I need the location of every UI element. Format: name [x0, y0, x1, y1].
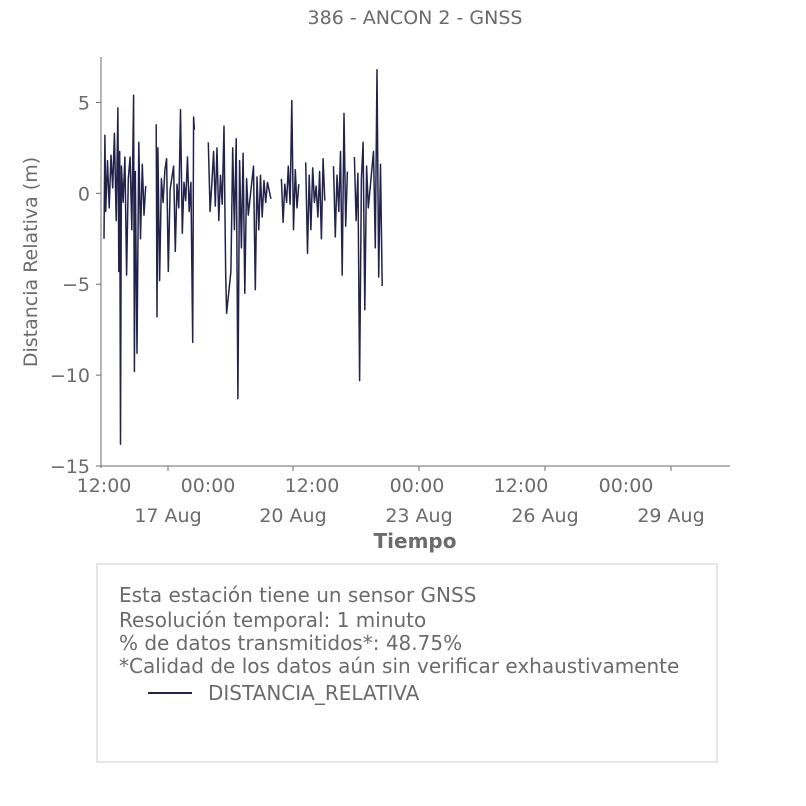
legend-series-label: DISTANCIA_RELATIVA	[208, 681, 420, 705]
y-tick-label: −15	[50, 456, 90, 478]
x-tick-label-time: 12:00	[77, 475, 132, 497]
x-tick-label-date: 26 Aug	[511, 505, 578, 527]
legend-info-resolution: Resolución temporal: 1 minuto	[119, 608, 427, 632]
x-axis-label: Tiempo	[374, 529, 457, 553]
x-ticks: 12:00 00:00 12:00 00:00 12:00 00:00 17 Aug 20 A…	[77, 466, 705, 527]
legend-line-swatch	[148, 692, 192, 694]
y-tick-label: 0	[78, 183, 90, 205]
legend-info-percentage: % de datos transmitidos*: 48.75%	[119, 631, 463, 655]
x-tick-label-time: 12:00	[285, 475, 340, 497]
y-tick-label: 5	[78, 92, 90, 114]
legend-info-quality: *Calidad de los datos aún sin verificar …	[119, 654, 680, 678]
legend-box: Esta estación tiene un sensor GNSS Resol…	[96, 563, 718, 763]
y-tick-label: −10	[50, 365, 90, 387]
x-tick-label-date: 23 Aug	[385, 505, 452, 527]
chart-title: 386 - ANCON 2 - GNSS	[308, 7, 523, 29]
y-axis-label: Distancia Relativa (m)	[20, 157, 42, 367]
x-tick-label-date: 17 Aug	[134, 505, 201, 527]
legend-info-sensor: Esta estación tiene un sensor GNSS	[119, 583, 477, 607]
series-line-distancia-relativa	[103, 68, 383, 445]
x-tick-label-date: 20 Aug	[259, 505, 326, 527]
y-ticks: 5 0 −5 −10 −15	[50, 92, 101, 478]
x-tick-label-time: 00:00	[599, 475, 654, 497]
legend-entry-distancia-relativa: DISTANCIA_RELATIVA	[148, 681, 419, 705]
x-tick-label-time: 00:00	[390, 475, 445, 497]
x-tick-label-time: 12:00	[494, 475, 549, 497]
x-tick-label-date: 29 Aug	[637, 505, 704, 527]
y-tick-label: −5	[62, 274, 90, 296]
x-tick-label-time: 00:00	[181, 475, 236, 497]
